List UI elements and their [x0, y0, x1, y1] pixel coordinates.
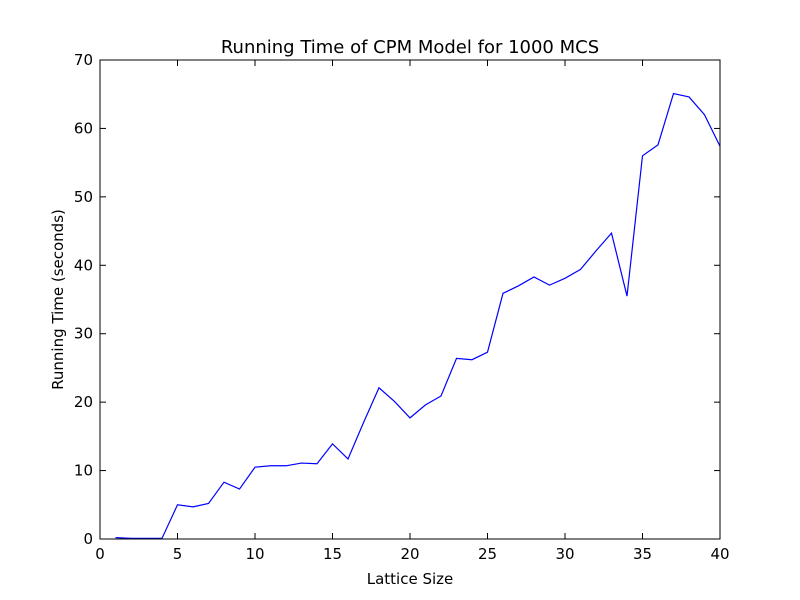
x-tick-label: 5 [173, 545, 183, 563]
y-axis-ticks: 0 10 20 30 40 50 60 70 [74, 51, 720, 548]
plot-frame [99, 59, 721, 540]
y-axis-label: Running Time (seconds) [49, 209, 67, 390]
x-tick-label: 15 [323, 545, 342, 563]
plot-series [115, 92, 721, 539]
y-tick-label: 0 [83, 530, 93, 548]
series-line [115, 92, 721, 539]
x-axis-ticks: 0 5 10 15 20 25 30 35 40 [95, 60, 730, 563]
x-tick-label: 30 [555, 545, 574, 563]
chart-title: Running Time of CPM Model for 1000 MCS [221, 37, 599, 58]
x-axis-label: Lattice Size [367, 570, 454, 588]
y-tick-label: 20 [74, 393, 93, 411]
x-tick-label: 20 [400, 545, 419, 563]
x-tick-label: 35 [633, 545, 652, 563]
x-tick-label: 40 [710, 545, 729, 563]
y-tick-label: 70 [74, 51, 93, 69]
y-tick-label: 60 [74, 119, 93, 137]
x-tick-label: 0 [95, 545, 105, 563]
y-tick-label: 40 [74, 256, 93, 274]
y-tick-label: 10 [74, 462, 93, 480]
x-tick-label: 25 [478, 545, 497, 563]
x-tick-label: 10 [245, 545, 264, 563]
y-tick-label: 50 [74, 188, 93, 206]
y-tick-label: 30 [74, 325, 93, 343]
